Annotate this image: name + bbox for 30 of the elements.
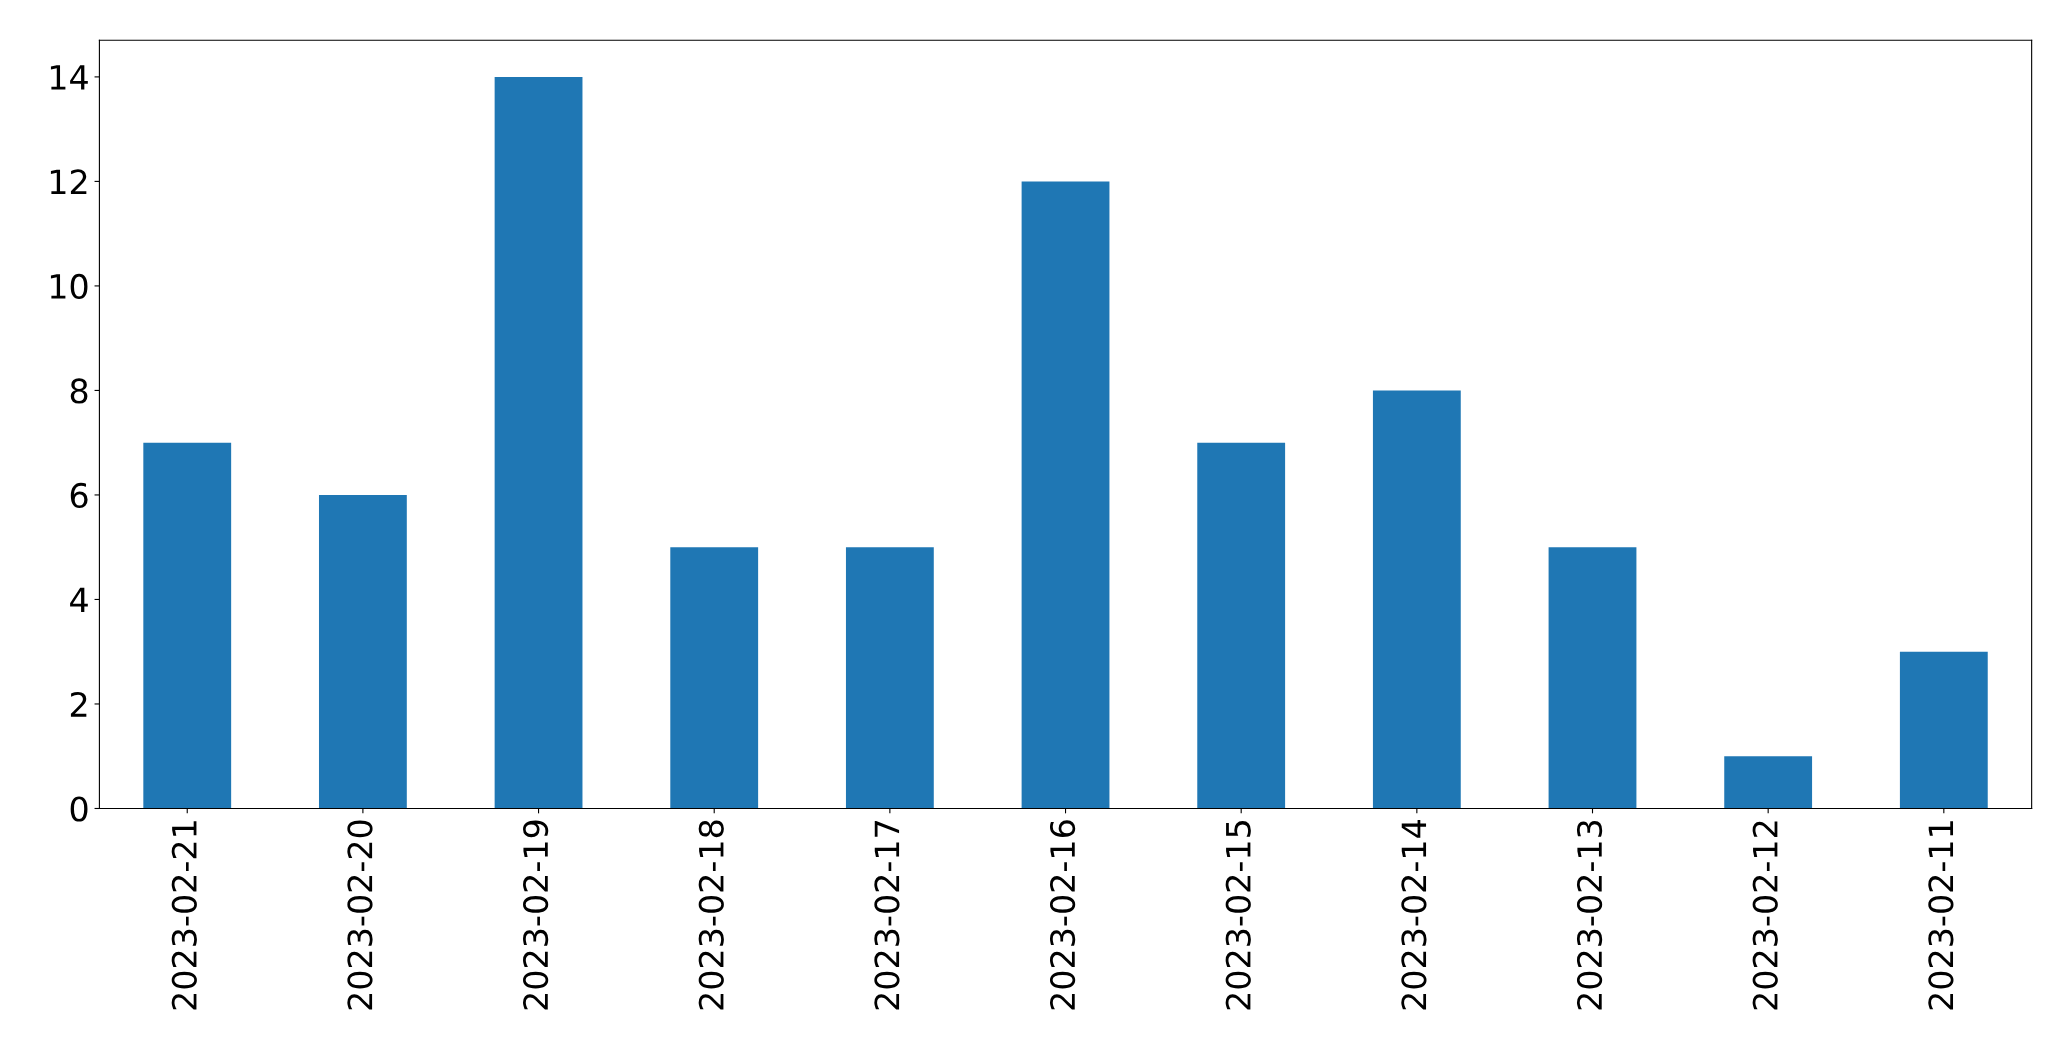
y-tick-label: 0 — [70, 796, 88, 822]
bar — [1197, 442, 1286, 809]
bar — [670, 547, 759, 809]
x-tick-label: 2023-02-18 — [698, 820, 724, 1010]
x-tick-label: 2023-02-14 — [1401, 820, 1427, 1010]
x-tick-label: 2023-02-15 — [1225, 821, 1251, 1010]
y-tick-label: 2 — [70, 691, 87, 717]
x-tick-label: 2023-02-12 — [1752, 821, 1778, 1010]
x-tick-label: 2023-02-13 — [1576, 820, 1603, 1010]
x-tick-label: 2023-02-17 — [874, 821, 900, 1010]
x-tick-label: 2023-02-16 — [1049, 820, 1076, 1010]
x-tick-label: 2023-02-19 — [523, 820, 549, 1010]
bar — [143, 442, 232, 809]
bar — [1548, 547, 1637, 809]
x-tick-label: 2023-02-21 — [171, 821, 197, 1010]
bar — [1899, 651, 1988, 809]
y-tick-label: 14 — [50, 65, 88, 90]
y-tick-label: 10 — [50, 273, 88, 300]
bar — [1021, 181, 1110, 809]
bar — [1372, 390, 1461, 809]
x-tick-label: 2023-02-20 — [347, 820, 373, 1010]
bar — [1724, 756, 1813, 809]
y-tick-label: 12 — [50, 169, 87, 195]
bar — [845, 547, 934, 809]
y-tick-label: 8 — [70, 378, 88, 404]
y-tick-label: 6 — [70, 482, 88, 509]
bar — [318, 494, 407, 809]
bar — [494, 76, 583, 809]
x-tick-label: 2023-02-11 — [1928, 821, 1954, 1010]
y-tick-label: 4 — [70, 587, 88, 613]
